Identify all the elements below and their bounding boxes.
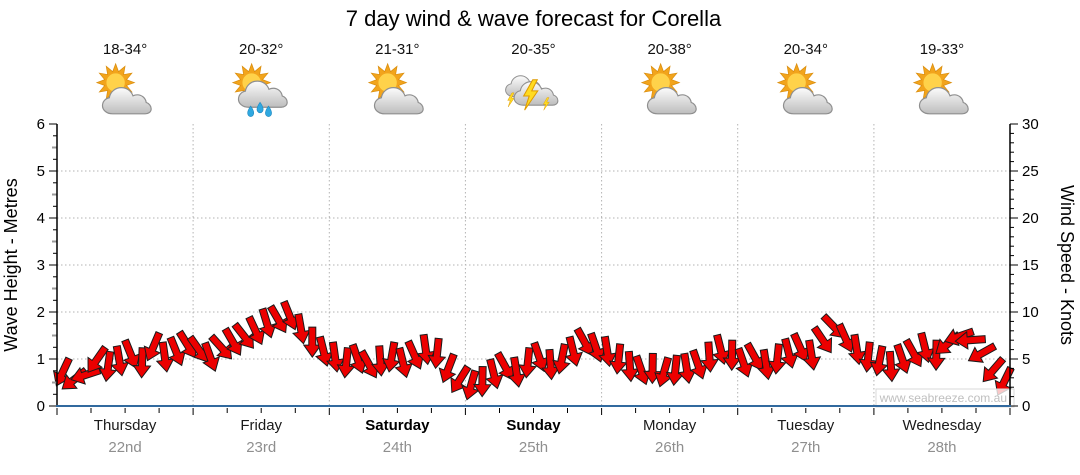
- svg-text:0: 0: [37, 398, 45, 415]
- weather-icon: [231, 62, 291, 120]
- chart-axes: 0 1 2 3 4 5 6 0 5 10 15 20 25 30: [37, 116, 1039, 415]
- weather-icon: [367, 62, 427, 120]
- svg-text:15: 15: [1022, 257, 1039, 274]
- watermark: www.seabreeze.com.au: [875, 388, 1015, 408]
- day-temperature-range: 18-34°: [102, 41, 148, 58]
- day-summary: 20-34°: [738, 41, 874, 120]
- day-summary: 21-31°: [329, 41, 465, 120]
- day-name: Saturday: [365, 417, 430, 434]
- svg-text:3: 3: [37, 257, 45, 274]
- day-axis-label: Tuesday 27th: [738, 417, 874, 456]
- day-temperature-range: 19-33°: [919, 41, 965, 58]
- day-axis-label: Sunday 25th: [465, 417, 601, 456]
- svg-text:10: 10: [1022, 304, 1039, 321]
- svg-text:25: 25: [1022, 163, 1039, 180]
- svg-text:20: 20: [1022, 210, 1039, 227]
- day-name: Thursday: [93, 417, 157, 434]
- left-axis-label: Wave Height - Metres: [1, 178, 21, 351]
- svg-text:6: 6: [37, 116, 45, 133]
- svg-text:0: 0: [1022, 398, 1030, 415]
- svg-text:4: 4: [37, 210, 45, 227]
- weather-icon: [503, 62, 563, 120]
- day-name: Sunday: [506, 417, 561, 434]
- day-summary: 20-38°: [602, 41, 738, 120]
- daily-summary-strip: 18-34° 20-32° 21-31° 20-35° 20-38° 20-34…: [57, 41, 1010, 120]
- day-axis-label: Friday 23rd: [193, 417, 329, 456]
- weather-icon: [776, 62, 836, 120]
- day-date: 27th: [791, 439, 821, 456]
- day-date: 24th: [382, 439, 412, 456]
- day-date: 25th: [518, 439, 549, 456]
- day-temperature-range: 20-32°: [239, 41, 284, 58]
- day-date: 22nd: [108, 439, 142, 456]
- svg-text:1: 1: [37, 351, 45, 368]
- day-name: Tuesday: [777, 417, 835, 434]
- day-axis-labels: Thursday 22nd Friday 23rd Saturday 24th …: [57, 417, 1010, 456]
- day-axis-label: Saturday 24th: [329, 417, 465, 456]
- day-axis-label: Thursday 22nd: [57, 417, 193, 456]
- day-temperature-range: 20-35°: [511, 41, 556, 58]
- wind-direction-arrows: [53, 299, 1015, 401]
- svg-text:5: 5: [1022, 351, 1030, 368]
- chart-gridlines: [57, 124, 1010, 406]
- wind-wave-chart: www.seabreeze.com.au 0 1 2 3 4 5 6 0 5 10 15 20 25 30…: [1, 116, 1077, 415]
- svg-text:30: 30: [1022, 116, 1039, 133]
- day-summary: 20-32°: [193, 41, 329, 120]
- day-axis-label: Wednesday 28th: [874, 417, 1010, 456]
- weather-icon: [95, 62, 155, 120]
- day-temperature-range: 21-31°: [375, 41, 420, 58]
- day-temperature-range: 20-34°: [783, 41, 828, 58]
- day-summary: 20-35°: [465, 41, 601, 120]
- day-name: Friday: [240, 417, 283, 434]
- watermark-text: www.seabreeze.com.au: [879, 391, 1007, 405]
- day-name: Wednesday: [902, 417, 982, 434]
- day-axis-label: Monday 26th: [602, 417, 738, 456]
- day-date: 28th: [927, 439, 957, 456]
- weather-icon: [912, 62, 972, 120]
- right-axis-label: Wind Speed - Knots: [1057, 185, 1077, 345]
- page-title: 7 day wind & wave forecast for Corella: [345, 6, 722, 31]
- svg-text:5: 5: [37, 163, 45, 180]
- weather-icon: [640, 62, 700, 120]
- day-date: 26th: [655, 439, 685, 456]
- day-temperature-range: 20-38°: [647, 41, 692, 58]
- day-date: 23rd: [246, 439, 277, 456]
- day-name: Monday: [642, 417, 697, 434]
- day-summary: 19-33°: [874, 41, 1010, 120]
- svg-text:2: 2: [37, 304, 45, 321]
- day-summary: 18-34°: [57, 41, 193, 120]
